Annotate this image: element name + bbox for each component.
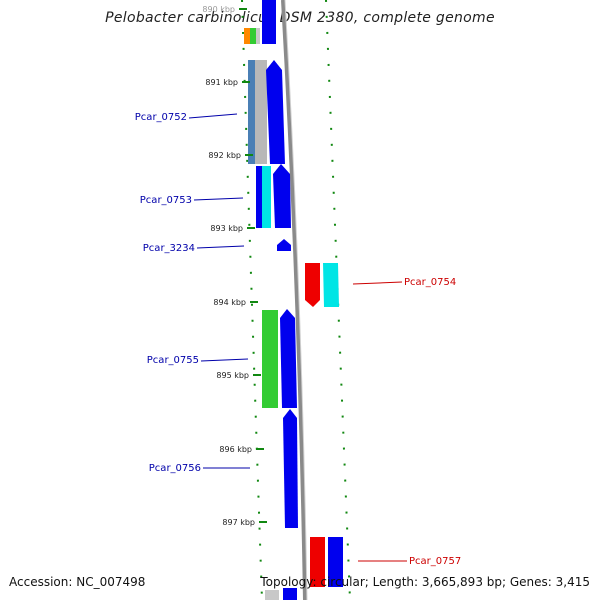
- tick-label: 891 kbp: [205, 78, 238, 87]
- gene-blue-0752: [266, 60, 285, 164]
- tick-label: 894 kbp: [213, 298, 246, 307]
- map-title: Pelobacter carbinolicus DSM 2380, comple…: [105, 10, 495, 26]
- gene-green-0755: [262, 310, 278, 408]
- gene-blue-3234: [277, 239, 291, 251]
- gene-red-0754: [305, 263, 320, 307]
- tick-marks: 890 kbp 891 kbp 892 kbp 893 kbp 894 kbp 895 k…: [202, 5, 267, 527]
- tick-label: 893 kbp: [210, 224, 243, 233]
- gene-label[interactable]: Pcar_3234: [143, 243, 195, 254]
- gene-red-0757: [310, 537, 325, 587]
- gene-label-leader: [352, 281, 403, 285]
- gene-label[interactable]: Pcar_0752: [135, 112, 187, 123]
- gene-green-partial: [250, 28, 256, 44]
- genome-backbone-highlight: [284, 0, 308, 600]
- gene-gray-0752: [255, 60, 267, 164]
- gene-gray-partial-bottom: [265, 590, 279, 600]
- genome-backbone: [281, 0, 307, 600]
- gene-orange-partial: [244, 28, 250, 44]
- gene-blue-partial-bottom: [283, 588, 297, 600]
- gene-blue-0756: [283, 409, 298, 528]
- accession-label: Accession: NC_007498: [9, 575, 146, 589]
- gene-label-leader: [193, 197, 244, 201]
- gene-label[interactable]: Pcar_0757: [409, 556, 461, 567]
- gene-label[interactable]: Pcar_0756: [149, 463, 201, 474]
- gene-label-leader: [196, 245, 245, 249]
- gene-label-leader: [188, 113, 238, 119]
- tick-label: 890 kbp: [202, 5, 235, 14]
- tick-label: 892 kbp: [208, 151, 241, 160]
- gene-labels: Pcar_0752 Pcar_0753 Pcar_3234 Pcar_0754 Pcar…: [135, 112, 461, 567]
- gene-blue-0753b: [273, 164, 291, 228]
- gene-blue-partial-top: [262, 0, 276, 44]
- gene-blue-0753a: [256, 166, 265, 228]
- gene-label[interactable]: Pcar_0754: [404, 277, 456, 288]
- gene-label[interactable]: Pcar_0755: [147, 355, 199, 366]
- gene-blue-0755: [280, 309, 297, 408]
- gene-label-leader: [200, 358, 249, 362]
- tick-label: 895 kbp: [216, 371, 249, 380]
- gene-label[interactable]: Pcar_0753: [140, 195, 192, 206]
- gene-blue-0757: [328, 537, 343, 587]
- gene-gray-partial: [256, 28, 260, 44]
- gene-cyan-0754: [323, 263, 339, 307]
- genome-summary-label: Topology: circular; Length: 3,665,893 bp…: [260, 575, 590, 589]
- gene-cyan-0753: [262, 166, 271, 228]
- tick-label: 897 kbp: [222, 518, 255, 527]
- tick-label: 896 kbp: [219, 445, 252, 454]
